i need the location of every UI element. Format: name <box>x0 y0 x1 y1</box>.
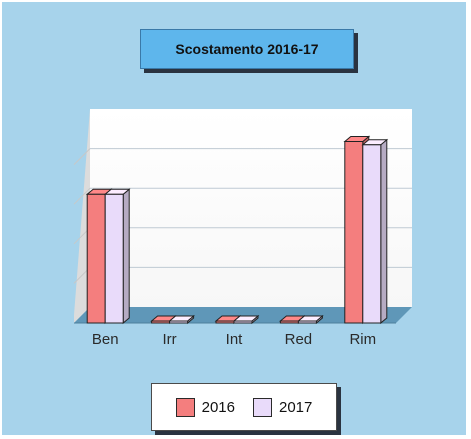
x-tick-label: Red <box>285 331 313 348</box>
bar-front <box>169 320 189 324</box>
bar-front <box>104 193 124 324</box>
bar-front <box>279 320 299 324</box>
legend-label-2016: 2016 <box>201 398 235 416</box>
legend: 2016 2017 <box>151 383 337 431</box>
grid-line-side <box>73 148 91 165</box>
grid-line-side <box>73 187 91 205</box>
legend-item-2016: 2016 <box>175 397 235 417</box>
x-tick-label: Rim <box>349 331 376 348</box>
legend-swatch-2017 <box>253 397 272 417</box>
bar-front <box>344 141 364 324</box>
bar-front <box>297 320 317 324</box>
chart-title: Scostamento 2016-17 <box>140 29 354 69</box>
bar-front <box>151 320 171 324</box>
legend-swatch-2016 <box>175 397 195 417</box>
bar-front <box>233 320 253 324</box>
bar-front <box>362 144 382 324</box>
bar-chart: Ben Irr Int Red Rim <box>73 109 412 348</box>
bar-2017-rim <box>361 138 389 325</box>
bar-2017-irr <box>168 314 195 325</box>
plot-left-wall <box>74 109 90 323</box>
bar-2017-red <box>297 314 324 325</box>
bar-layer <box>85 135 389 325</box>
legend-item-2017: 2017 <box>253 397 313 417</box>
tick-layer: Ben Irr Int Red Rim <box>92 331 376 348</box>
x-tick-label: Irr <box>163 331 177 348</box>
bar-2017-ben <box>103 188 131 325</box>
bar-2017-int <box>232 314 260 325</box>
legend-label-2017: 2017 <box>279 398 313 416</box>
bar-side <box>380 138 388 325</box>
x-tick-label: Ben <box>92 331 119 348</box>
x-tick-label: Int <box>226 331 244 348</box>
bar-front <box>215 320 235 324</box>
chart-panel: Scostamento 2016-17 Ben Irr Int Red Rim 2016… <box>2 2 466 435</box>
bar-side <box>122 188 130 325</box>
bar-front <box>86 193 106 324</box>
